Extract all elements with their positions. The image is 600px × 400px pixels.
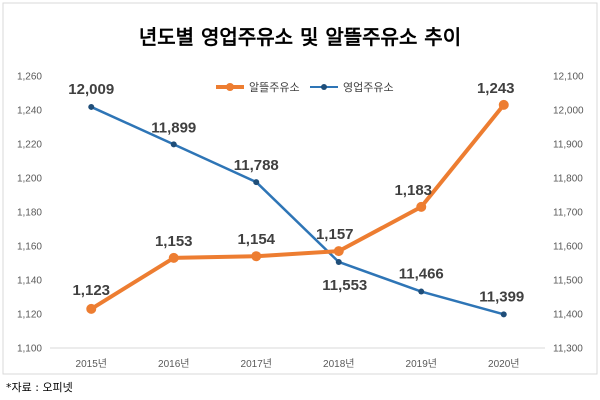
y-left-tick-label: 1,180 [17,208,42,219]
data-point-alddeul [333,246,344,257]
y-left-tick-label: 1,200 [17,174,42,185]
data-label-alddeul: 1,243 [477,80,515,97]
series-yeongeop [88,103,507,318]
y-right-tick-label: 11,600 [553,242,583,253]
legend-item-yeongeop: 영업주유소 [310,81,394,94]
y-right-tick-label: 11,800 [553,174,583,185]
data-labels: 1,123 1,153 1,154 1,157 1,183 1,243 12,009 11,8… [68,80,524,305]
data-point-yeongeop [253,179,260,186]
data-label-alddeul: 1,157 [316,226,354,243]
data-point-yeongeop [88,103,95,110]
y-left-tick-label: 1,220 [17,140,42,151]
legend-marker-yeongeop [321,84,327,90]
chart-title: 년도별 영업주유소 및 알뜰주유소 추이 [139,25,461,49]
data-point-yeongeop [500,311,507,318]
legend-item-alddeul: 알뜰주유소 [216,80,300,94]
data-label-yeongeop: 11,899 [151,119,196,136]
x-axis: 2015년 2016년 2017년 2018년 2019년 2020년 [50,347,545,370]
data-point-alddeul [168,252,179,263]
y-right-tick-label: 11,700 [553,208,583,219]
legend: 알뜰주유소 영업주유소 [216,80,394,94]
y-right-tick-label: 11,900 [553,140,583,151]
data-point-yeongeop [335,258,342,265]
data-label-yeongeop: 11,553 [322,277,367,294]
data-label-yeongeop: 12,009 [68,81,114,98]
data-label-alddeul: 1,183 [394,182,432,199]
data-point-alddeul [86,303,97,314]
x-tick-label: 2017년 [241,358,272,370]
legend-label-alddeul: 알뜰주유소 [249,80,300,94]
data-point-alddeul [251,251,262,262]
data-label-alddeul: 1,154 [237,231,275,248]
y-left-tick-label: 1,260 [17,72,42,83]
y-axis-right: 11,300 11,400 11,500 11,600 11,700 11,800 11,9… [553,72,584,355]
y-left-tick-label: 1,100 [17,344,42,355]
data-point-yeongeop [170,141,177,148]
legend-marker-alddeul [226,83,234,91]
data-label-yeongeop: 11,788 [234,157,279,174]
legend-label-yeongeop: 영업주유소 [343,81,394,94]
x-tick-label: 2019년 [406,358,437,370]
y-right-tick-label: 11,400 [553,310,583,321]
chart-frame [2,2,598,375]
y-right-tick-label: 11,300 [553,344,583,355]
source-note: *자료 : 오피넷 [6,381,73,394]
data-label-alddeul: 1,153 [155,233,193,250]
data-point-yeongeop [418,288,425,295]
series-alddeul [86,99,509,314]
series-line-alddeul [90,103,506,311]
y-right-tick-label: 11,500 [553,276,583,287]
series-line-yeongeop [90,105,505,316]
y-right-tick-label: 12,100 [553,72,584,83]
data-label-alddeul: 1,123 [72,282,110,299]
y-axis-left: 1,100 1,120 1,140 1,160 1,180 1,200 1,220 1,240… [17,72,42,355]
y-left-tick-label: 1,240 [17,106,42,117]
y-left-tick-label: 1,140 [17,276,42,287]
y-right-tick-label: 12,000 [553,106,584,117]
x-tick-label: 2018년 [323,358,354,370]
x-tick-label: 2015년 [76,358,107,370]
data-point-alddeul [416,201,427,212]
data-label-yeongeop: 11,466 [399,266,444,283]
y-left-tick-label: 1,120 [17,310,42,321]
x-tick-label: 2016년 [158,358,189,370]
y-left-tick-label: 1,160 [17,242,42,253]
x-tick-label: 2020년 [488,358,519,370]
data-label-yeongeop: 11,399 [479,288,524,305]
data-point-alddeul [498,99,509,110]
